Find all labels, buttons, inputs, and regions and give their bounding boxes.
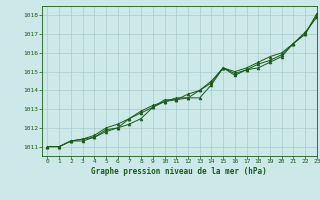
X-axis label: Graphe pression niveau de la mer (hPa): Graphe pression niveau de la mer (hPa) bbox=[91, 167, 267, 176]
